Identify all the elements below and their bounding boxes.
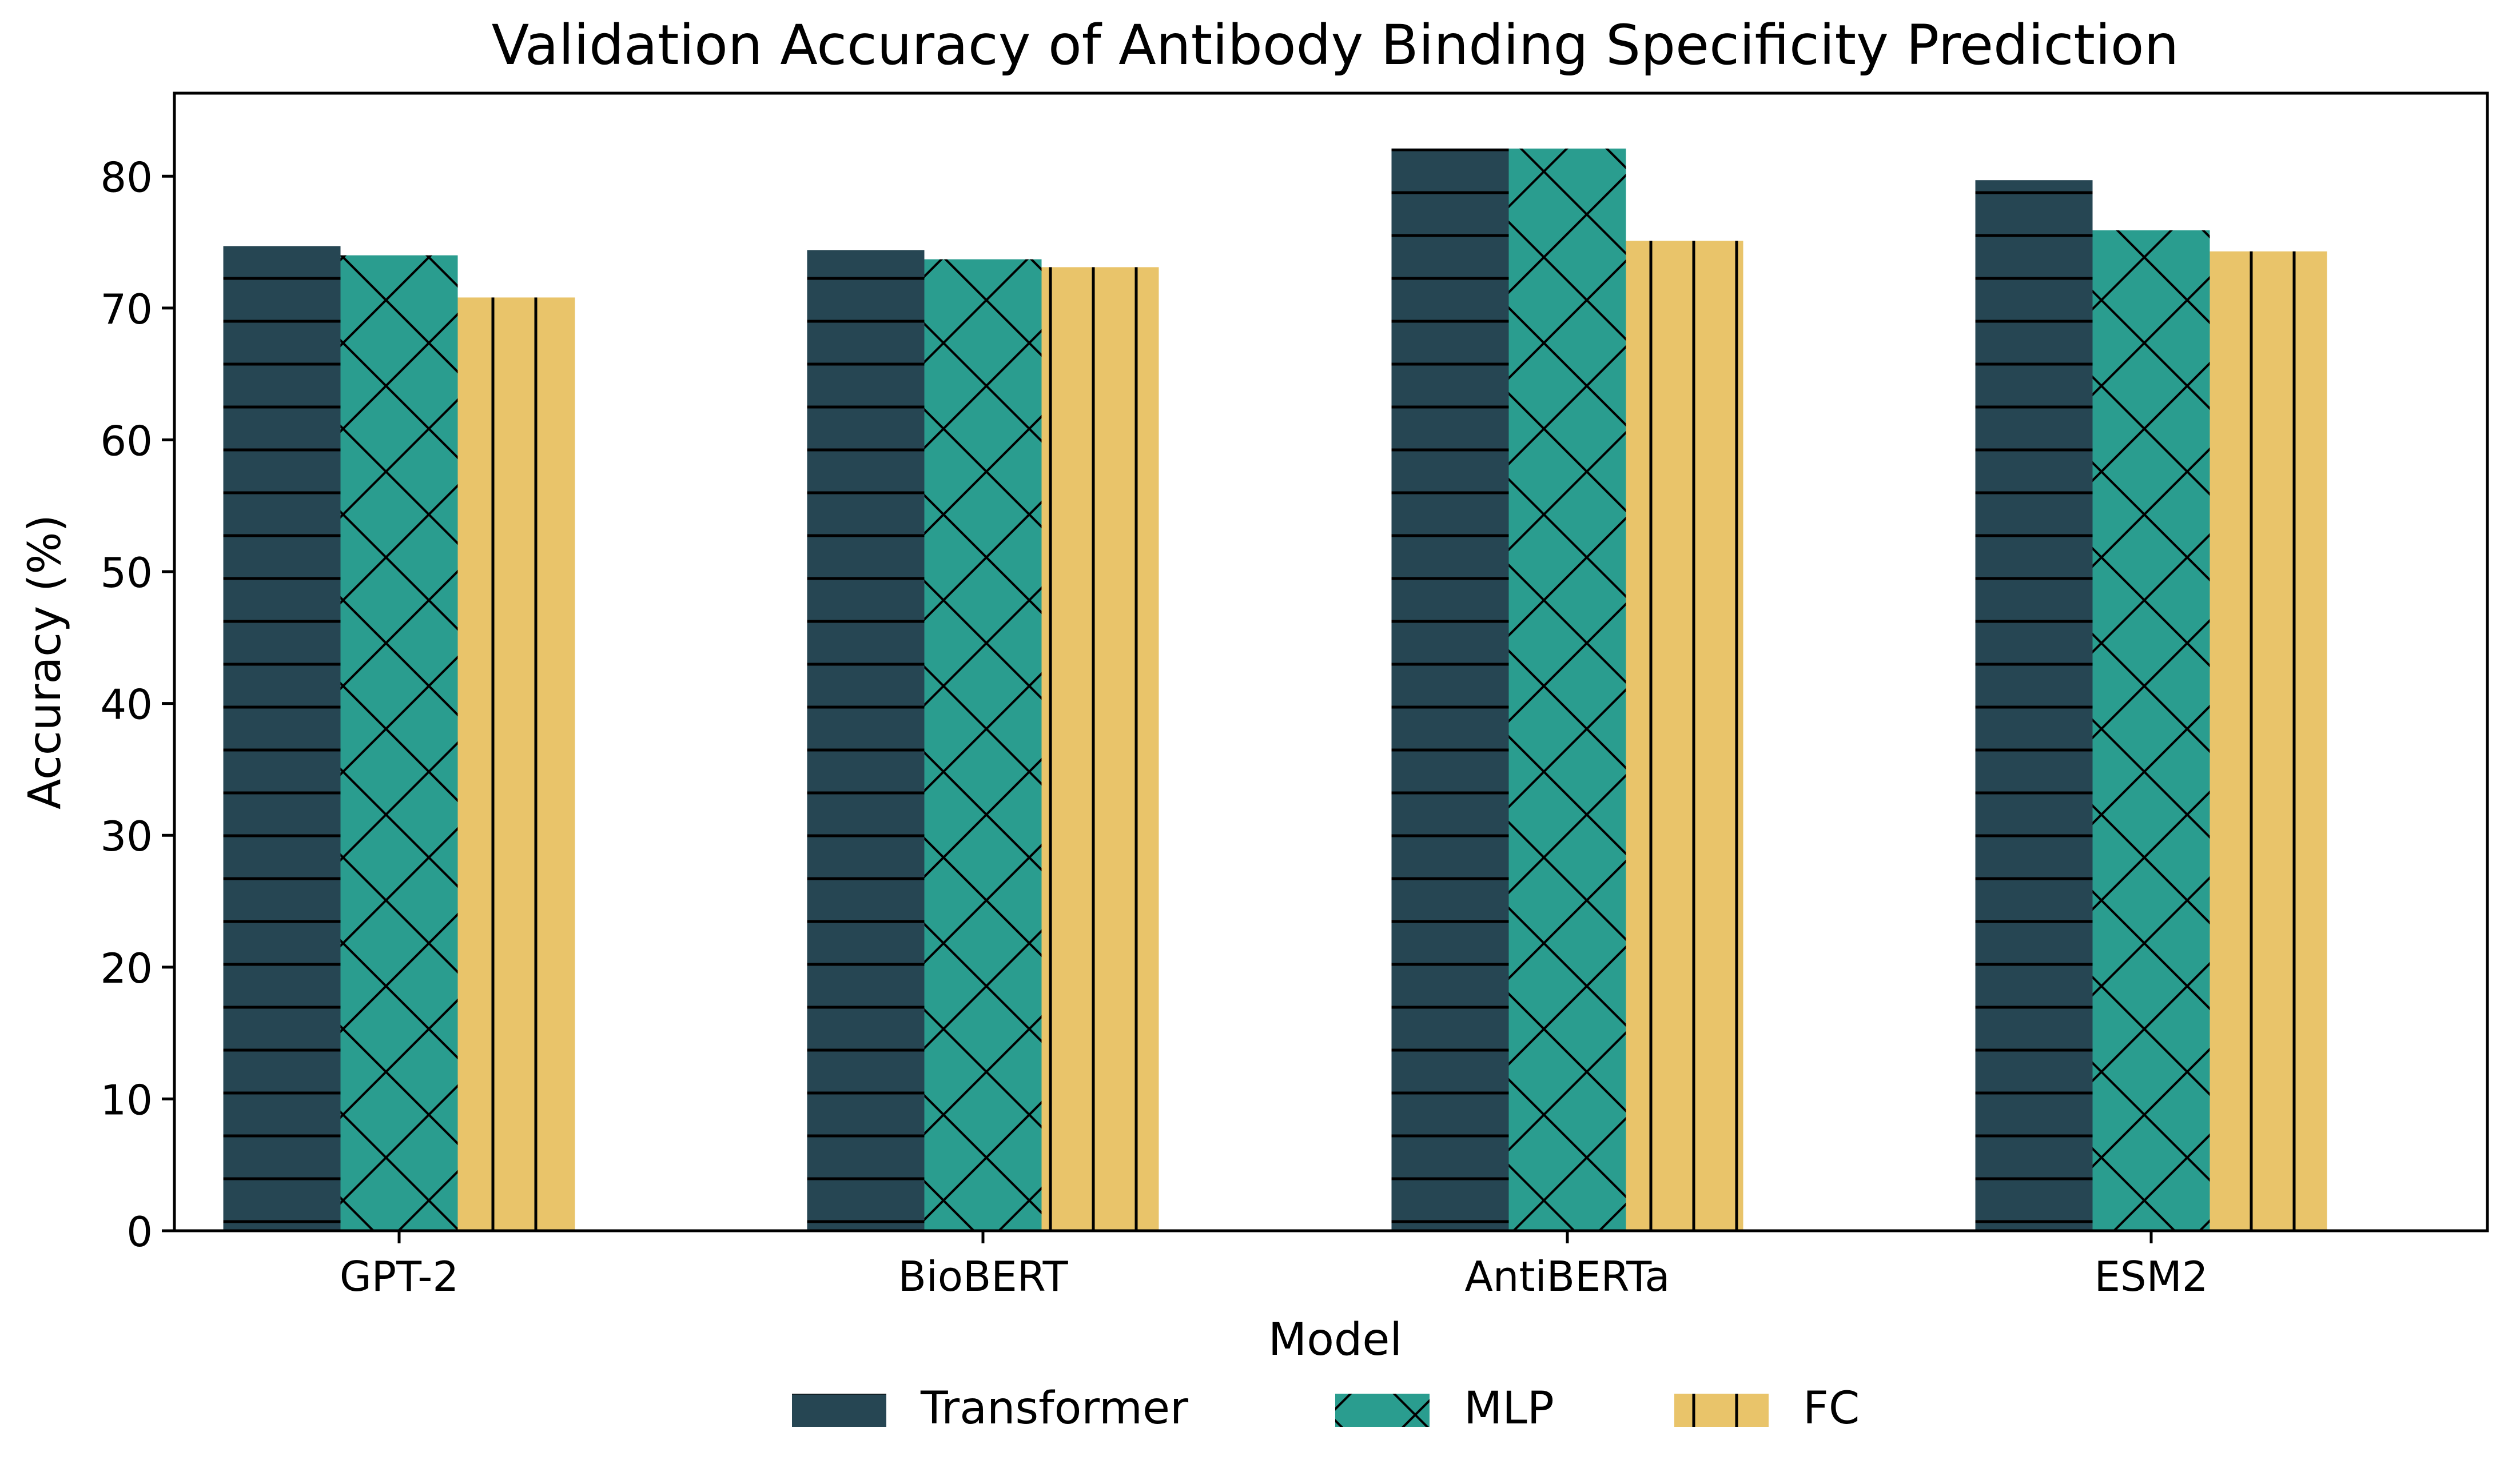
x-axis: GPT-2 BioBERT AntiBERTa ESM2: [340, 1231, 2208, 1301]
legend-swatch-hatch-fc: [1674, 1394, 1769, 1427]
bar-hatch-fc-antiberta: [1626, 241, 1743, 1231]
chart-title: Validation Accuracy of Antibody Binding …: [492, 13, 2179, 77]
bar-hatch-mlp-biobert: [924, 259, 1042, 1231]
y-tick-label-70: 70: [100, 285, 153, 333]
y-tick-label-10: 10: [100, 1076, 153, 1124]
x-tick-label-esm2: ESM2: [2094, 1252, 2208, 1301]
y-axis-label: Accuracy (%): [19, 514, 71, 809]
legend: Transformer MLP FC: [792, 1383, 1860, 1434]
legend-label-transformer: Transformer: [920, 1383, 1189, 1434]
legend-label-mlp: MLP: [1464, 1383, 1554, 1434]
x-tick-label-antiberta: AntiBERTa: [1465, 1252, 1670, 1301]
y-tick-label-40: 40: [100, 681, 153, 729]
y-tick-label-50: 50: [100, 549, 153, 597]
bar-hatch-mlp-esm2: [2092, 230, 2210, 1231]
bar-hatch-transformer-biobert: [807, 250, 925, 1231]
plot-frame: [173, 91, 2489, 1232]
x-axis-label: Model: [1268, 1314, 1402, 1366]
bar-hatch-mlp-gpt-2: [340, 255, 458, 1231]
x-tick-label-gpt-2: GPT-2: [340, 1252, 459, 1301]
x-tick-label-biobert: BioBERT: [898, 1252, 1068, 1301]
y-tick-label-20: 20: [100, 944, 153, 992]
plot-area: [223, 148, 2327, 1231]
y-tick-label-80: 80: [100, 153, 153, 201]
y-tick-label-0: 0: [126, 1208, 153, 1256]
y-tick-label-30: 30: [100, 812, 153, 860]
bar-hatch-transformer-gpt-2: [223, 246, 341, 1231]
bar-hatch-fc-esm2: [2210, 251, 2327, 1231]
legend-label-fc: FC: [1803, 1383, 1860, 1434]
bar-hatch-transformer-esm2: [1975, 180, 2093, 1231]
legend-swatch-hatch-transformer: [792, 1394, 886, 1427]
bar-hatch-mlp-antiberta: [1508, 148, 1626, 1231]
y-tick-label-60: 60: [100, 417, 153, 465]
bar-hatch-fc-gpt-2: [457, 297, 575, 1231]
bar-hatch-transformer-antiberta: [1391, 148, 1509, 1231]
bar-hatch-fc-biobert: [1041, 267, 1159, 1231]
legend-swatch-hatch-mlp: [1335, 1394, 1430, 1427]
y-axis: 0 10 20 30 40 50 60 70 80: [100, 153, 174, 1256]
